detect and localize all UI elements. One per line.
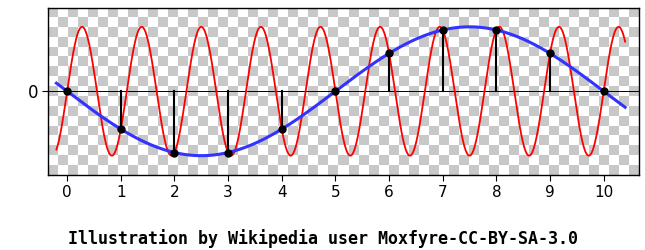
Text: Illustration by Wikipedia user Moxfyre-CC-BY-SA-3.0: Illustration by Wikipedia user Moxfyre-C… (68, 228, 577, 248)
